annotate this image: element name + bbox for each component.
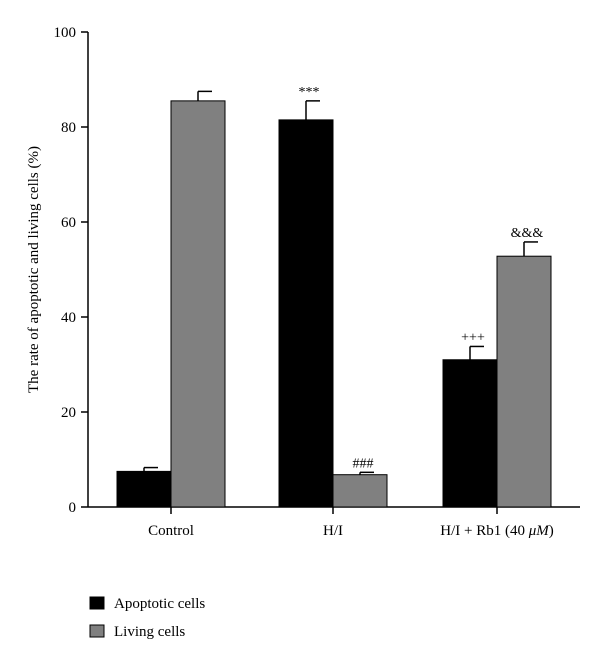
bar (116, 470, 172, 508)
bar (496, 255, 552, 508)
chart-axes: 0 20 40 60 80 100 The rate of apoptotic and li… (26, 25, 580, 539)
y-tick-label: 20 (61, 405, 76, 421)
bar (170, 100, 226, 508)
chart-bars: *** ### +++ &&& (116, 85, 552, 508)
y-tick-label: 40 (61, 310, 76, 326)
significance-label: ### (353, 456, 374, 471)
significance-label: *** (299, 85, 320, 100)
y-tick-label: 60 (61, 215, 76, 231)
legend-swatch (89, 624, 105, 638)
x-tick-label: H/I (323, 523, 343, 539)
bar (332, 474, 388, 508)
y-tick-label: 80 (61, 120, 76, 136)
significance-label: +++ (461, 330, 485, 345)
legend-label: Living cells (114, 624, 185, 640)
significance-label: &&& (511, 226, 544, 241)
chart-legend: Apoptotic cells Living cells (89, 596, 205, 640)
bar (278, 119, 334, 508)
legend-swatch (89, 596, 105, 610)
y-tick-label: 0 (69, 500, 77, 516)
y-axis-title: The rate of apoptotic and living cells (… (26, 146, 42, 393)
x-tick-label: H/I + Rb1 (40 μM) (440, 523, 554, 539)
legend-label: Apoptotic cells (114, 596, 205, 612)
y-tick-label: 100 (54, 25, 77, 41)
bar (442, 359, 498, 508)
x-tick-label: Control (148, 523, 194, 539)
